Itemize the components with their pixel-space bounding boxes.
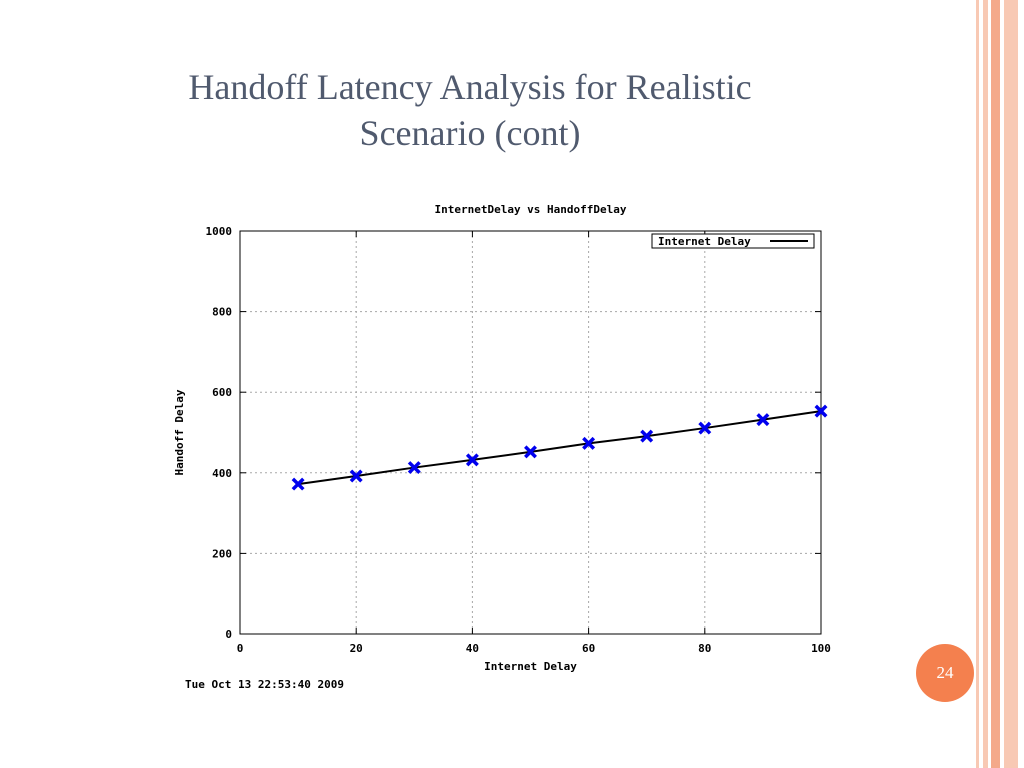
data-point-marker <box>814 404 828 418</box>
x-tick-label: 80 <box>698 642 711 655</box>
data-point-marker <box>291 477 305 491</box>
series-line <box>297 410 822 486</box>
y-tick-label: 0 <box>225 628 232 641</box>
slide-title: Handoff Latency Analysis for Realistic S… <box>60 64 880 156</box>
slide-title-line-2: Scenario (cont) <box>359 113 581 153</box>
chart: 0 20 40 60 80 10002004006008001000InternetDel… <box>173 203 831 691</box>
y-tick-label: 400 <box>212 467 232 480</box>
data-point <box>756 413 770 427</box>
legend-label: Internet Delay <box>658 235 751 248</box>
x-tick-label: 0 <box>237 642 244 655</box>
data-point-marker <box>524 445 537 459</box>
plot-timestamp: Tue Oct 13 22:53:40 2009 <box>185 678 344 691</box>
data-point <box>465 453 479 467</box>
y-axis-label: Handoff Delay <box>173 389 186 475</box>
slide-title-line-1: Handoff Latency Analysis for Realistic <box>188 67 752 107</box>
y-tick-label: 800 <box>212 306 232 319</box>
data-point <box>640 429 654 443</box>
data-point <box>524 445 537 459</box>
x-tick-label: 100 <box>811 642 831 655</box>
x-tick-label: 60 <box>582 642 595 655</box>
data-point-marker <box>640 429 654 443</box>
data-point <box>349 469 363 483</box>
x-axis-label: Internet Delay <box>484 660 577 673</box>
data-point-marker <box>465 453 479 467</box>
data-point <box>291 477 305 491</box>
data-point <box>698 421 712 435</box>
plot-frame <box>239 230 822 635</box>
data-point-marker <box>407 461 421 475</box>
x-tick-label: 40 <box>466 642 479 655</box>
right-border-stripe-2 <box>983 0 988 768</box>
right-border-stripe-3 <box>991 0 1000 768</box>
chart-title: InternetDelay vs HandoffDelay <box>434 203 626 216</box>
slide-number-badge: 24 <box>916 644 974 702</box>
y-tick-label: 1000 <box>206 225 233 238</box>
data-point-marker <box>582 436 596 450</box>
data-point <box>814 404 828 418</box>
right-border-stripe-1 <box>976 0 979 768</box>
y-tick-label: 600 <box>212 386 232 399</box>
x-tick-label: 20 <box>350 642 363 655</box>
data-point <box>582 436 596 450</box>
legend-box <box>651 233 815 249</box>
data-point <box>407 461 421 475</box>
data-point-marker <box>756 413 770 427</box>
y-tick-label: 200 <box>212 547 232 560</box>
data-point-marker <box>698 421 712 435</box>
data-point-marker <box>349 469 363 483</box>
right-border-stripe-4 <box>1004 0 1018 768</box>
